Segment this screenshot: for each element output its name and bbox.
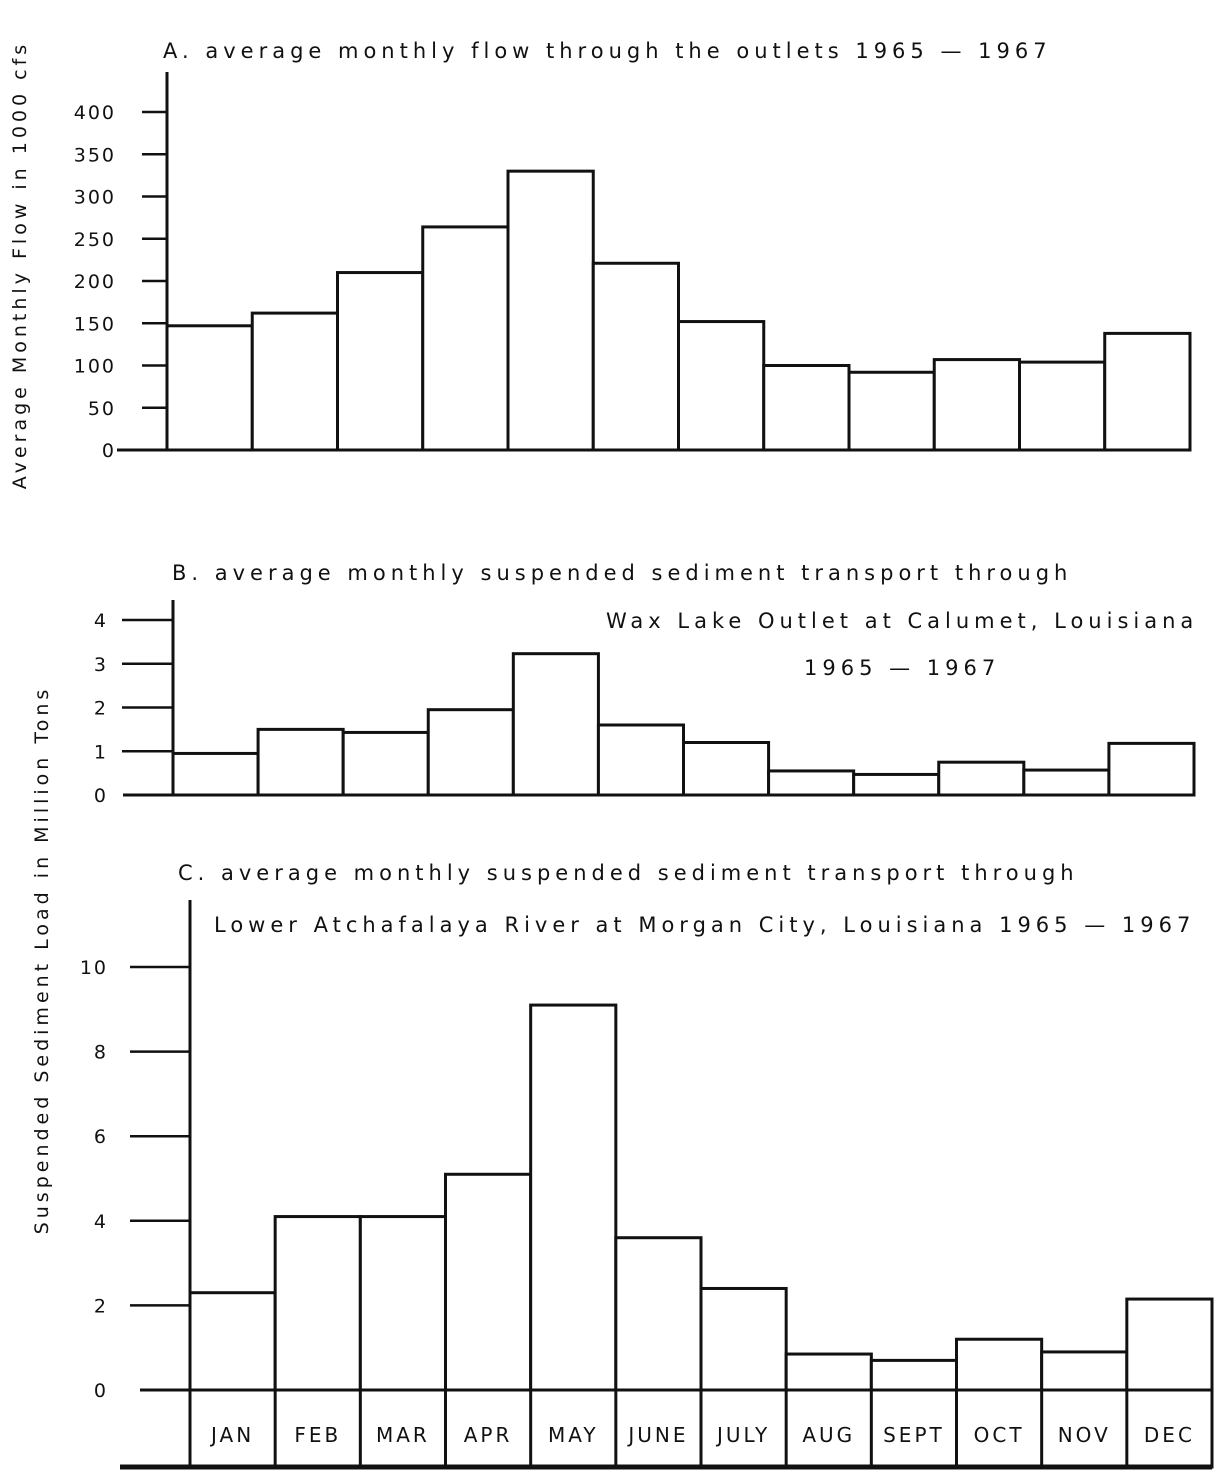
bar-mar: [358, 1215, 448, 1392]
bar-jan: [188, 1291, 277, 1392]
y-tick-label: 4: [94, 1211, 108, 1233]
bar-feb: [256, 727, 345, 797]
bar-aug: [762, 364, 851, 452]
bar-sept: [869, 1358, 958, 1392]
y-tick-label: 0: [94, 1380, 108, 1402]
bar-apr: [444, 1172, 533, 1392]
bar-nov: [1018, 360, 1107, 452]
y-tick-label: 2: [94, 1295, 108, 1317]
chart-c-title: C. average monthly suspended sediment tr…: [178, 861, 1079, 885]
month-label-sept: SEPT: [883, 1423, 945, 1447]
chart-a-title: A. average monthly flow through the outl…: [163, 39, 1052, 63]
bar-june: [614, 1236, 703, 1392]
bar-mar: [336, 271, 425, 452]
bar-oct: [955, 1337, 1044, 1392]
month-label-dec: DEC: [1144, 1423, 1195, 1447]
bar-dec: [1125, 1297, 1214, 1392]
bar-jan: [165, 324, 254, 452]
chart-b-subtitle-location: Wax Lake Outlet at Calumet, Louisiana: [606, 609, 1198, 633]
bar-july: [699, 1286, 788, 1392]
y-tick-label: 0: [102, 440, 116, 462]
chart-b-wax-lake-sediment: B. average monthly suspended sediment tr…: [94, 561, 1198, 807]
y-tick-label: 6: [94, 1126, 108, 1148]
month-label-aug: AUG: [802, 1423, 855, 1447]
chart-b-title: B. average monthly suspended sediment tr…: [172, 561, 1072, 585]
y-tick-label: 50: [88, 398, 116, 420]
bar-may: [529, 1003, 618, 1392]
chart-c-atchafalaya-sediment: C. average monthly suspended sediment tr…: [80, 861, 1214, 1470]
y-axis-label-sediment: Suspended Sediment Load in Million Tons: [31, 686, 53, 1235]
y-tick-label: 200: [74, 271, 116, 293]
y-tick-label: 2: [94, 698, 108, 720]
y-tick-label: 250: [74, 229, 116, 251]
bar-apr: [426, 708, 515, 797]
bar-oct: [932, 358, 1021, 452]
y-tick-label: 100: [74, 356, 116, 378]
month-label-july: JULY: [715, 1423, 770, 1447]
y-tick-label: 8: [94, 1042, 108, 1064]
bar-may: [511, 652, 600, 797]
bar-nov: [1022, 768, 1111, 797]
bar-dec: [1107, 741, 1196, 797]
y-tick-label: 150: [74, 313, 116, 335]
bar-sept: [852, 772, 941, 797]
y-tick-label: 4: [94, 610, 108, 632]
y-axis-label-flow: Average Monthly Flow in 1000 cfs: [9, 41, 31, 489]
bar-oct: [937, 760, 1026, 797]
y-tick-label: 3: [94, 654, 108, 676]
bar-dec: [1103, 331, 1192, 452]
month-label-nov: NOV: [1058, 1423, 1111, 1447]
y-tick-label: 300: [74, 187, 116, 209]
month-label-june: JUNE: [626, 1423, 688, 1447]
bar-sept: [847, 370, 936, 452]
bar-apr: [421, 225, 510, 452]
bar-aug: [784, 1352, 873, 1392]
y-tick-label: 10: [80, 957, 108, 979]
y-tick-label: 1: [94, 741, 108, 763]
chart-b-subtitle-years: 1965 — 1967: [804, 656, 1000, 680]
month-label-mar: MAR: [376, 1423, 430, 1447]
month-label-jan: JAN: [209, 1423, 254, 1447]
y-tick-label: 400: [74, 102, 116, 124]
chart-a-monthly-flow: A. average monthly flow through the outl…: [74, 39, 1192, 462]
bar-june: [596, 723, 686, 797]
bar-feb: [273, 1215, 362, 1392]
bar-jan: [171, 751, 260, 797]
chart-c-subtitle: Lower Atchafalaya River at Morgan City, …: [214, 913, 1195, 937]
bar-july: [682, 741, 771, 797]
month-label-may: MAY: [548, 1423, 599, 1447]
bar-feb: [250, 311, 339, 452]
y-tick-label: 350: [74, 144, 116, 166]
bar-aug: [767, 769, 856, 797]
bar-nov: [1040, 1350, 1129, 1392]
month-label-feb: FEB: [294, 1423, 341, 1447]
bar-july: [677, 320, 766, 452]
month-label-oct: OCT: [974, 1423, 1025, 1447]
y-tick-label: 0: [94, 785, 108, 807]
bar-may: [506, 169, 595, 452]
bar-mar: [341, 730, 430, 797]
bar-june: [591, 261, 680, 452]
month-label-apr: APR: [464, 1423, 513, 1447]
